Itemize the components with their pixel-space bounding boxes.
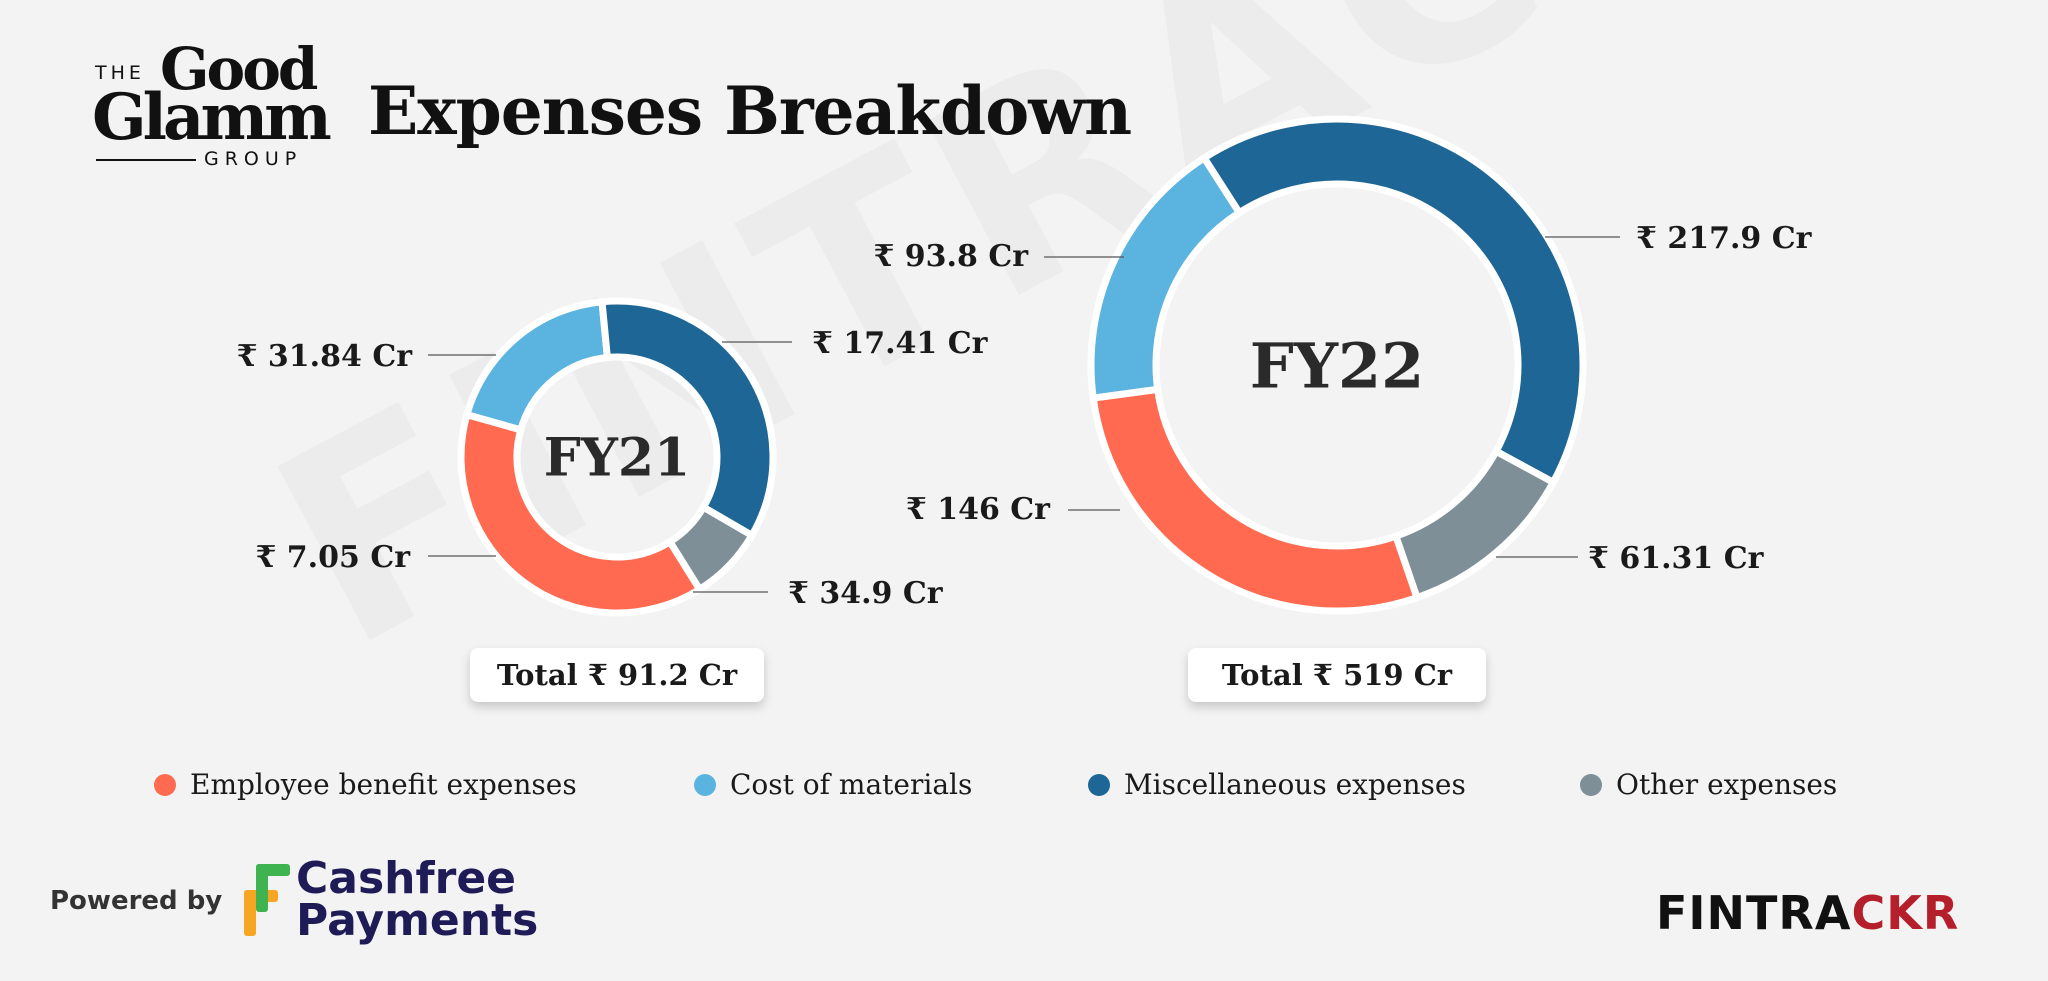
legend-label-materials: Cost of materials	[730, 768, 973, 801]
fy21-center-label: FY21	[544, 428, 690, 489]
fintrackr-logo-part2: C	[1851, 886, 1887, 940]
cashfree-logo-icon	[244, 864, 290, 936]
fintrackr-logo-part1: FINTRA	[1656, 886, 1852, 940]
fy21-data-label-materials: ₹ 17.41 Cr	[812, 326, 989, 361]
fintrackr-logo-part3: KR	[1886, 886, 1960, 940]
legend-dot-employee	[154, 773, 176, 796]
fy22-slice-employee	[1089, 385, 1422, 615]
fy21-data-label-other: ₹ 7.05 Cr	[255, 540, 411, 575]
cashfree-wordmark-line2: Payments	[296, 895, 539, 946]
fy22-slice-other	[1391, 446, 1558, 603]
fy22-slice-misc	[1199, 115, 1587, 488]
fy22-data-label-employee: ₹ 146 Cr	[906, 492, 1051, 527]
fy22-data-label-other: ₹ 61.31 Cr	[1588, 541, 1765, 576]
legend-dot-other	[1580, 773, 1602, 796]
legend-item-misc: Miscellaneous expenses	[1088, 768, 1466, 801]
page-title: Expenses Breakdown	[368, 72, 1132, 150]
fy21-slice-materials	[462, 297, 612, 435]
legend-item-materials: Cost of materials	[694, 768, 972, 801]
fy21-data-label-employee: ₹ 34.9 Cr	[788, 576, 944, 611]
legend-label-employee: Employee benefit expenses	[190, 768, 577, 801]
fy21-total-box: Total ₹ 91.2 Cr	[470, 648, 764, 702]
fy21-slice-misc	[598, 297, 777, 541]
fy21-data-label-misc: ₹ 31.84 Cr	[237, 339, 414, 374]
logo-the-text: THE	[95, 62, 145, 84]
fintrackr-logo: FINTRACKR	[1656, 886, 1959, 940]
logo-glamm-text: Glamm	[92, 80, 332, 155]
good-glamm-group-logo: THE Good Glamm GROUP	[92, 40, 332, 174]
fy22-data-label-misc: ₹ 217.9 Cr	[1636, 221, 1813, 256]
legend-label-misc: Miscellaneous expenses	[1124, 768, 1466, 801]
fy21-slice-employee	[457, 410, 705, 617]
logo-good-text: Good	[160, 35, 318, 103]
logo-group-text: GROUP	[204, 148, 303, 170]
logo-rule	[96, 159, 196, 161]
powered-by-text: Powered by	[50, 886, 223, 916]
fy22-center-label: FY22	[1250, 329, 1425, 402]
fy22-slice-materials	[1087, 153, 1245, 403]
cashfree-wordmark-line1: Cashfree	[296, 853, 517, 904]
legend-label-other: Other expenses	[1616, 768, 1838, 801]
legend-item-other: Other expenses	[1580, 768, 1837, 801]
chart-legend: Employee benefit expenses Cost of materi…	[150, 768, 1950, 808]
fy21-slice-other	[665, 502, 757, 595]
fy22-total-box: Total ₹ 519 Cr	[1188, 648, 1486, 702]
legend-dot-misc	[1088, 773, 1110, 796]
fy22-data-label-materials: ₹ 93.8 Cr	[873, 239, 1029, 274]
legend-item-employee: Employee benefit expenses	[154, 768, 577, 801]
legend-dot-materials	[694, 773, 716, 796]
cashfree-wordmark: Cashfree Payments	[296, 853, 539, 946]
